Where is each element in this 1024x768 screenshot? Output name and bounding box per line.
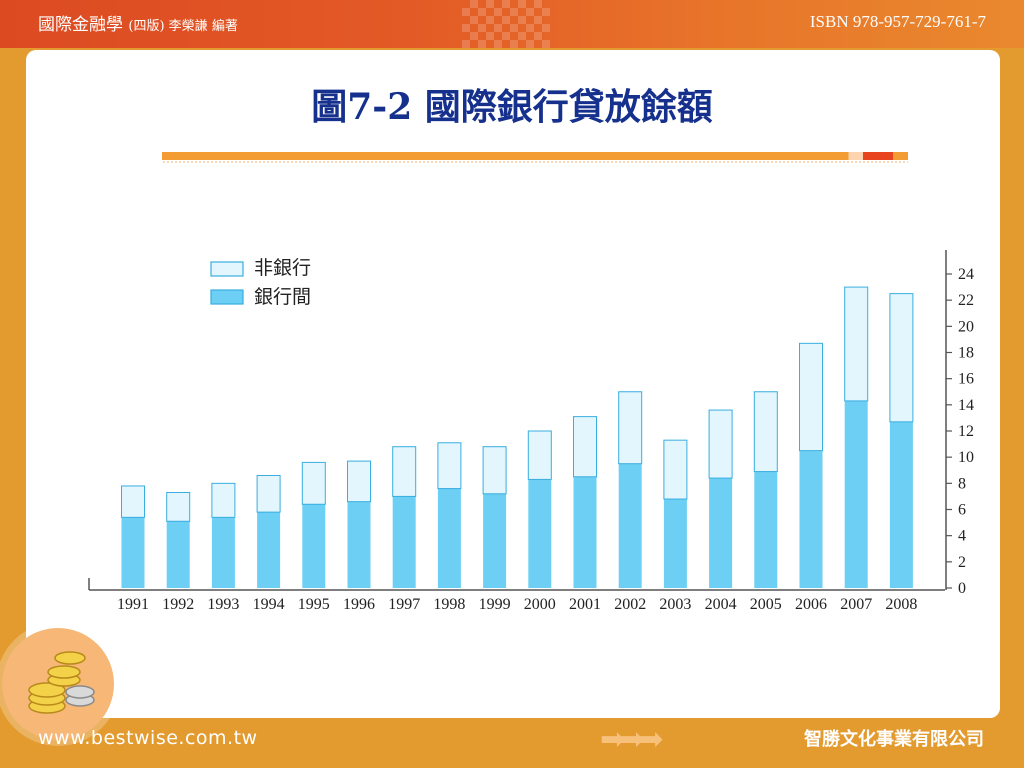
x-tick-label: 1993 [207, 596, 239, 613]
bar-nonbank [121, 485, 145, 518]
title-underline [162, 152, 908, 160]
book-title-text: 國際金融學 [38, 15, 123, 35]
x-tick-label: 2003 [659, 596, 691, 613]
bar-nonbank [211, 482, 236, 518]
bar-nonbank [844, 286, 869, 402]
bar-interbank [211, 517, 235, 588]
x-tick-label: 2002 [614, 596, 646, 613]
x-tick-label: 1994 [253, 596, 285, 613]
x-tick-label: 1998 [433, 596, 465, 613]
legend-label-interbank: 銀行間 [254, 286, 311, 308]
slide-title: 圖7-2 國際銀行貸放餘額 [311, 86, 713, 128]
bar-interbank [889, 421, 913, 588]
decorative-arrows-icon: ➡➡➡ [600, 722, 663, 757]
bar-nonbank [573, 416, 597, 478]
bar-nonbank [527, 430, 552, 480]
x-tick-label: 2000 [524, 596, 556, 613]
bar-interbank [437, 488, 461, 588]
bar-nonbank [708, 409, 733, 479]
bar-interbank [121, 517, 145, 588]
book-edition-author: (四版) 李榮謙 編著 [128, 19, 238, 34]
legend-label-nonbank: 非銀行 [254, 257, 311, 279]
y-tick-label: 2 [958, 554, 966, 571]
x-tick-label: 2008 [885, 596, 917, 613]
bar-interbank [483, 493, 507, 588]
y-tick-label: 4 [958, 528, 966, 545]
bar-nonbank [347, 460, 371, 503]
bar-nonbank [256, 474, 281, 513]
bar-interbank [754, 471, 778, 588]
bar-nonbank [663, 439, 688, 500]
x-tick-label: 2007 [840, 596, 872, 613]
bar-interbank [618, 463, 642, 588]
y-tick-label: 14 [958, 397, 974, 414]
bar-interbank [392, 496, 416, 588]
y-tick-label: 16 [958, 371, 974, 388]
y-tick-label: 12 [958, 423, 974, 440]
y-tick-label: 10 [958, 449, 974, 466]
bar-interbank [709, 478, 733, 588]
y-tick-label: 20 [958, 318, 974, 335]
bar-interbank [257, 512, 281, 588]
x-tick-label: 1999 [479, 596, 511, 613]
banner-pattern [462, 0, 550, 48]
coins-icon [2, 628, 114, 740]
legend-swatch-interbank [210, 289, 244, 305]
company-name: 智勝文化事業有限公司 [804, 729, 984, 750]
legend-swatch-nonbank [210, 261, 244, 277]
bar-nonbank [482, 446, 507, 495]
bar-interbank [166, 521, 190, 588]
bar-nonbank [392, 446, 417, 497]
bar-nonbank [889, 293, 914, 423]
bar-interbank [663, 499, 687, 588]
bar-nonbank [166, 491, 191, 522]
x-tick-label: 1995 [298, 596, 330, 613]
y-tick-label: 22 [958, 292, 974, 309]
bar-nonbank [301, 461, 326, 505]
bar-nonbank [799, 342, 823, 452]
website-url: www.bestwise.com.tw [38, 727, 258, 749]
x-tick-label: 2004 [705, 596, 737, 613]
x-tick-label: 1992 [162, 596, 194, 613]
bar-interbank [528, 479, 552, 588]
bar-nonbank [618, 391, 643, 465]
bar-interbank [799, 450, 823, 588]
x-tick-label: 2001 [569, 596, 601, 613]
x-tick-label: 1996 [343, 596, 375, 613]
y-tick-label: 18 [958, 345, 974, 362]
y-tick-label: 0 [958, 580, 966, 597]
book-title: 國際金融學 (四版) 李榮謙 編著 [38, 10, 238, 35]
bar-interbank [347, 501, 371, 588]
y-tick-label: 24 [958, 266, 974, 283]
bar-interbank [844, 400, 868, 588]
title-dotted-line [162, 161, 908, 163]
x-tick-label: 2005 [750, 596, 782, 613]
coin-stack-graphic [28, 651, 95, 714]
x-tick-label: 2006 [795, 596, 827, 613]
isbn-label: ISBN 978-957-729-761-7 [809, 12, 986, 31]
bar-interbank [302, 504, 326, 588]
bar-interbank [573, 476, 597, 588]
y-tick-label: 6 [958, 502, 966, 519]
bar-nonbank [753, 391, 778, 473]
y-tick-label: 8 [958, 475, 966, 492]
x-tick-label: 1991 [117, 596, 149, 613]
x-tick-label: 1997 [388, 596, 420, 613]
top-banner [0, 0, 1024, 48]
bar-nonbank [437, 442, 462, 490]
